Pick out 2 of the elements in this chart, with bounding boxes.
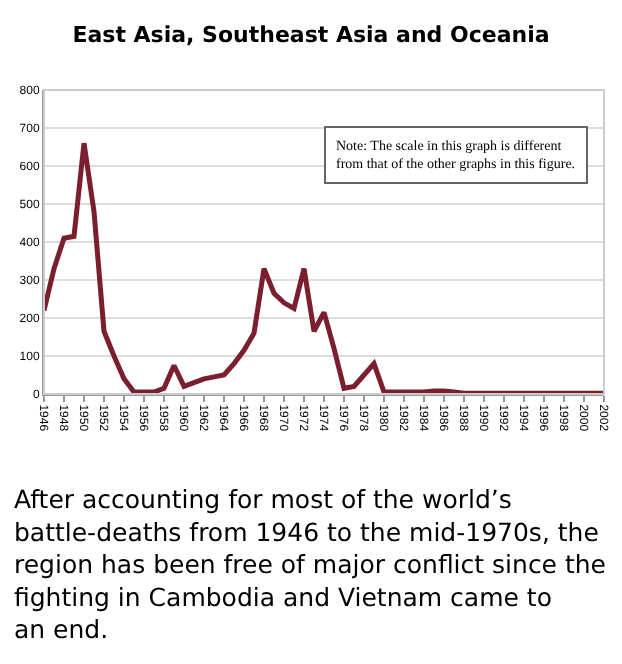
text: After accounting for most of the world’s battle-deaths from 1946 to the mid-1970s, the region has been free of major conflict since the fighting in Cambodia and Vietnam came to an end. [14,484,607,644]
chart-title: East Asia, Southeast Asia and Oceania [72,21,550,48]
